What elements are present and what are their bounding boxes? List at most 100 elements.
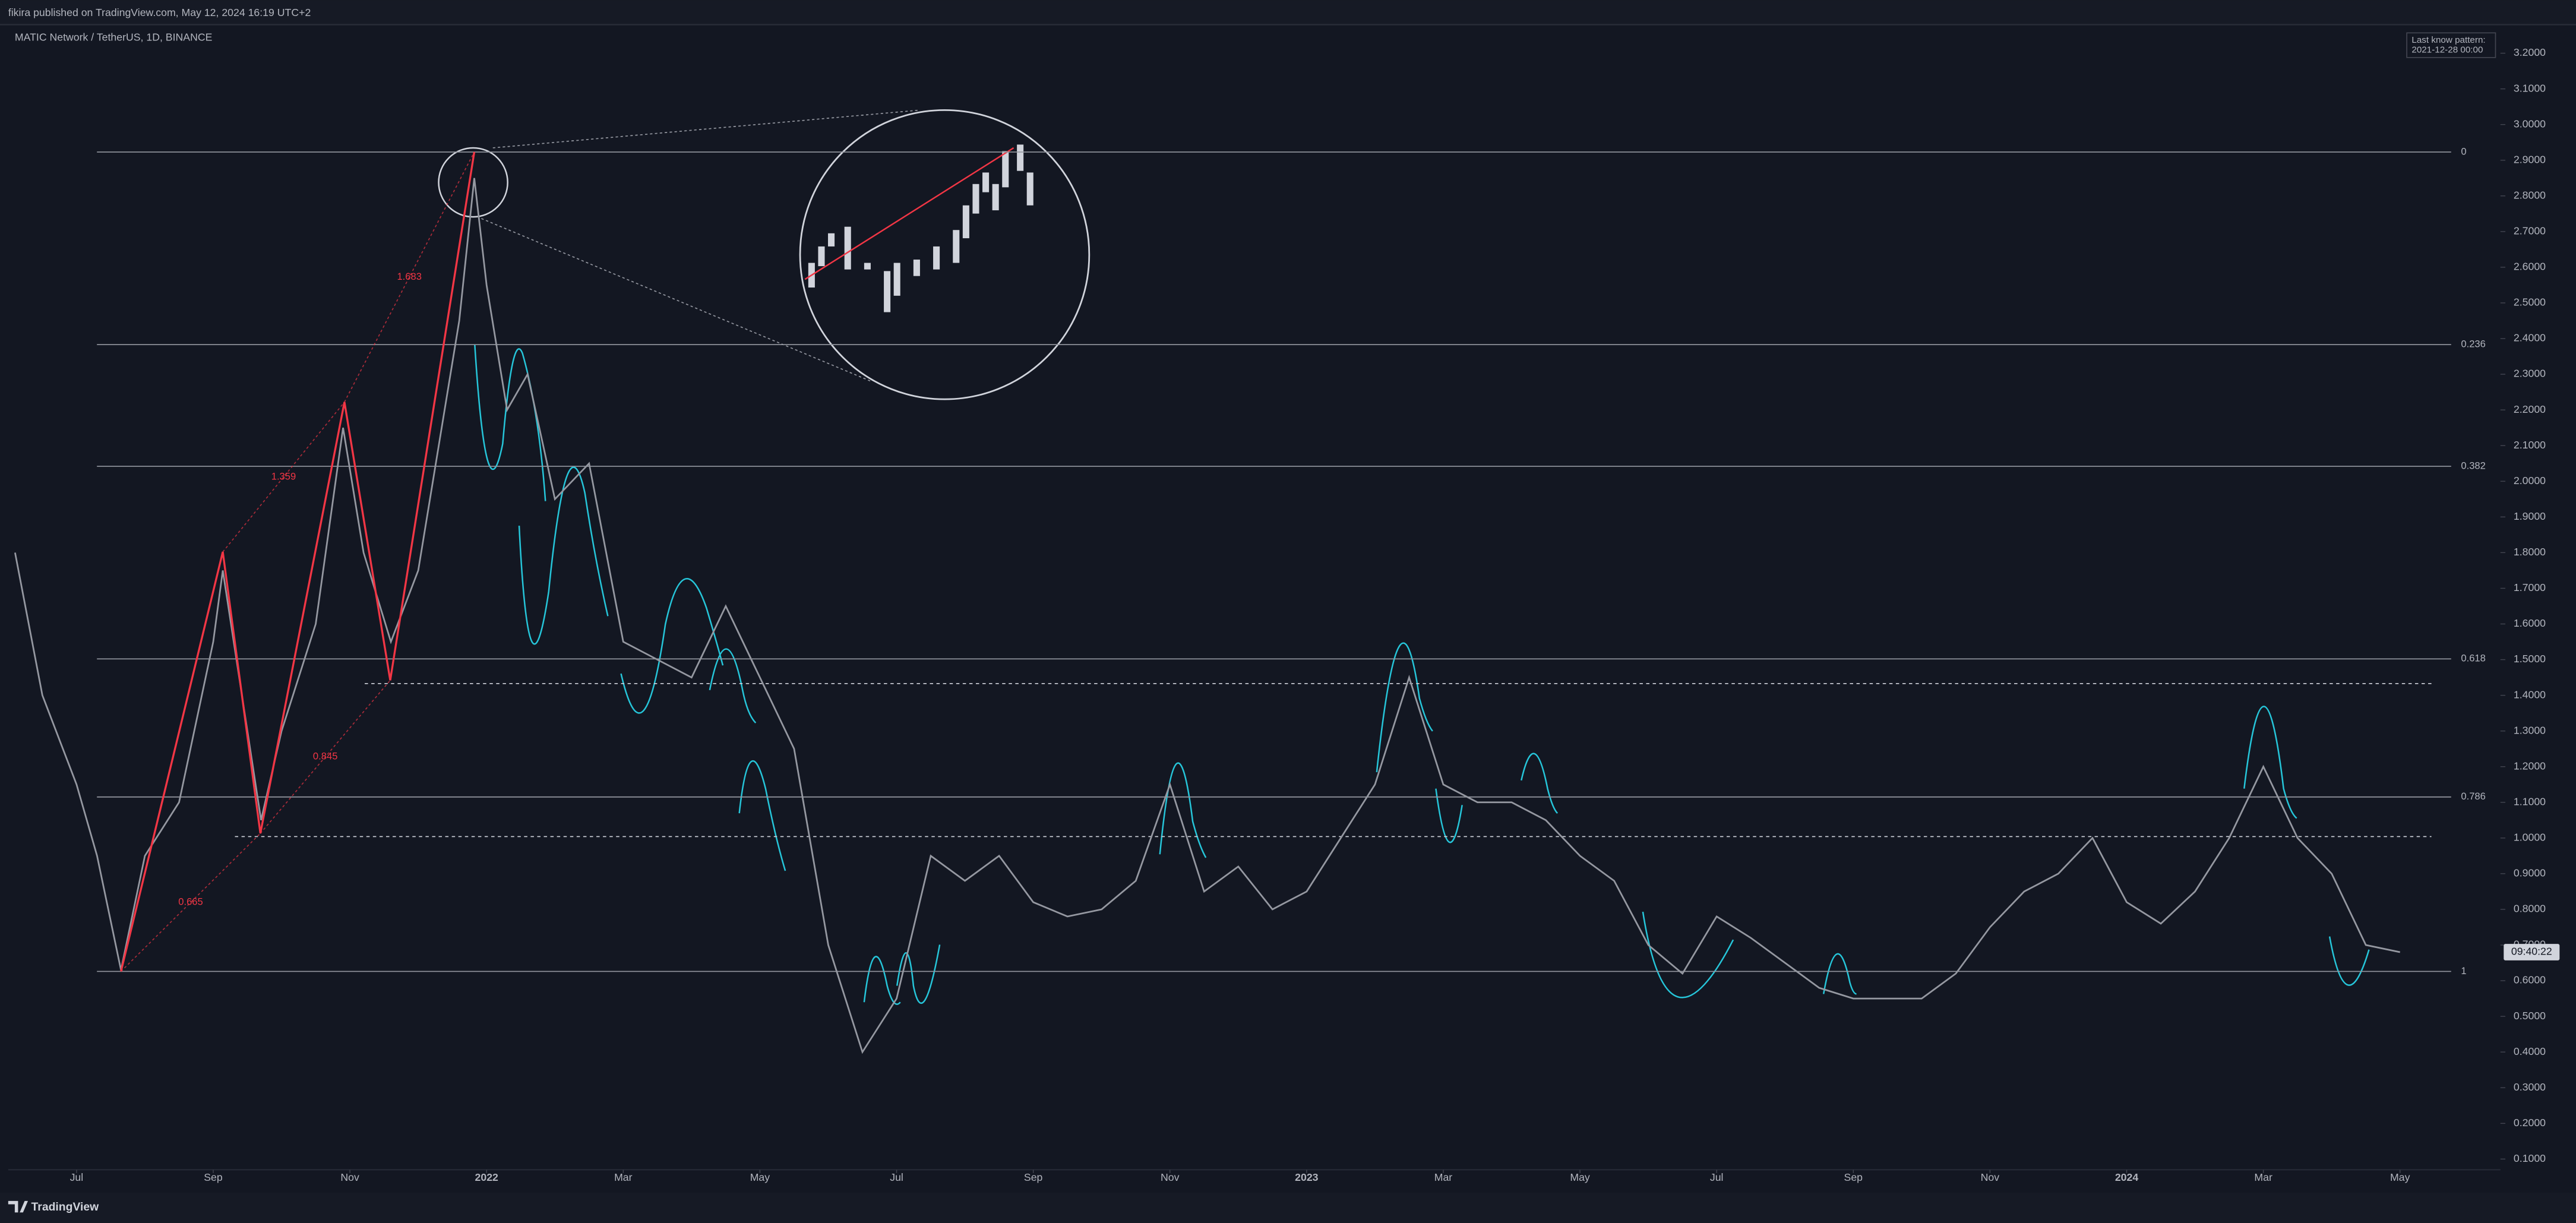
- arc: [1642, 911, 1734, 998]
- published-info: fikira published on TradingView.com, May…: [8, 7, 311, 18]
- arc: [2243, 706, 2297, 819]
- countdown-box: [2504, 944, 2560, 960]
- arc: [1435, 788, 1463, 843]
- note-date: 2021-12-28 00:00: [2411, 45, 2483, 55]
- zoom-candle: [1026, 172, 1033, 206]
- arc: [738, 760, 786, 871]
- brand-logo: [8, 1200, 29, 1213]
- x-tick-label: Sep: [204, 1171, 223, 1183]
- y-tick-label: 0.8000: [2514, 903, 2546, 915]
- pattern-ratio-line: [121, 833, 261, 972]
- x-tick-label: Jul: [70, 1171, 84, 1183]
- y-tick-label: 0.4000: [2514, 1045, 2546, 1057]
- zoom-candle: [828, 233, 835, 247]
- pattern-zigzag: [120, 151, 476, 972]
- zoom-candle: [1002, 151, 1009, 188]
- x-tick-label: May: [1570, 1171, 1590, 1183]
- x-tick-label: Sep: [1844, 1171, 1863, 1183]
- chart-title: MATIC Network / TetherUS, 1D, BINANCE: [15, 31, 213, 43]
- y-tick-label: 2.8000: [2514, 189, 2546, 201]
- zoom-candle: [844, 226, 851, 270]
- y-tick-label: 2.5000: [2514, 296, 2546, 308]
- y-tick-label: 2.9000: [2514, 153, 2546, 165]
- pattern-ratio-label: 1.683: [397, 271, 422, 282]
- arc: [1159, 762, 1207, 858]
- top-bar: [0, 0, 2576, 25]
- y-tick-label: 0.9000: [2514, 867, 2546, 879]
- x-tick-label: Mar: [1434, 1171, 1453, 1183]
- zoom-candle: [1017, 144, 1024, 171]
- arc: [2328, 936, 2370, 986]
- y-tick-label: 2.3000: [2514, 368, 2546, 380]
- y-tick-label: 3.1000: [2514, 82, 2546, 94]
- zoom-candle: [884, 271, 891, 312]
- x-tick-label: Mar: [2254, 1171, 2272, 1183]
- arc: [1822, 953, 1857, 995]
- pattern-ratio-line: [260, 680, 391, 834]
- zoom-candle: [962, 205, 969, 239]
- x-tick-label: Mar: [614, 1171, 633, 1183]
- x-tick-label: 2022: [475, 1171, 499, 1183]
- x-tick-label: May: [750, 1171, 770, 1183]
- zoom-candle: [982, 172, 990, 192]
- fib-label: 0.786: [2461, 791, 2486, 802]
- note-box: [2406, 32, 2496, 58]
- x-tick-label: Jul: [1710, 1171, 1724, 1183]
- countdown-label: 09:40:22: [2511, 946, 2552, 957]
- x-tick-label: Nov: [1981, 1171, 2000, 1183]
- y-tick-label: 1.4000: [2514, 688, 2546, 700]
- arc: [1376, 642, 1433, 773]
- zoom-candle: [972, 184, 979, 214]
- zoom-candle: [933, 246, 940, 270]
- y-tick-label: 0.5000: [2514, 1010, 2546, 1022]
- y-tick-label: 2.4000: [2514, 332, 2546, 344]
- brand-name: TradingView: [31, 1200, 100, 1213]
- y-tick-label: 2.7000: [2514, 225, 2546, 237]
- zoom-candle: [913, 260, 920, 276]
- y-tick-label: 2.1000: [2514, 439, 2546, 451]
- x-tick-label: May: [2390, 1171, 2410, 1183]
- zoom-candle: [893, 263, 900, 296]
- x-tick-label: Jul: [890, 1171, 903, 1183]
- zoom-connector: [481, 218, 871, 382]
- fib-label: 0.382: [2461, 460, 2486, 471]
- x-tick-label: 2024: [2115, 1171, 2139, 1183]
- price-line: [14, 178, 2400, 1054]
- zoom-circle: [799, 109, 1091, 400]
- fib-label: 0.618: [2461, 653, 2486, 664]
- y-tick-label: 2.0000: [2514, 475, 2546, 486]
- fib-label: 1: [2461, 965, 2466, 976]
- zoom-candle: [818, 246, 825, 267]
- zoom-source-circle: [438, 147, 508, 218]
- zoom-candle: [953, 230, 960, 263]
- arc: [896, 944, 941, 1004]
- y-tick-label: 1.3000: [2514, 724, 2546, 736]
- x-tick-label: Nov: [340, 1171, 359, 1183]
- x-tick-label: 2023: [1295, 1171, 1319, 1183]
- zoom-candle: [992, 184, 999, 211]
- fib-label: 0.236: [2461, 339, 2486, 350]
- y-tick-label: 1.6000: [2514, 617, 2546, 629]
- zoom-pattern-line: [804, 147, 1014, 280]
- arc: [518, 466, 609, 645]
- note-title: Last know pattern:: [2411, 35, 2485, 45]
- y-tick-label: 3.0000: [2514, 118, 2546, 129]
- y-tick-label: 1.0000: [2514, 831, 2546, 843]
- y-tick-label: 2.2000: [2514, 403, 2546, 415]
- arc: [620, 578, 724, 714]
- y-tick-label: 1.9000: [2514, 510, 2546, 522]
- y-tick-label: 3.2000: [2514, 46, 2546, 58]
- x-tick-label: Sep: [1024, 1171, 1043, 1183]
- arc: [1521, 753, 1559, 814]
- zoom-candle: [864, 263, 871, 270]
- y-tick-label: 1.5000: [2514, 653, 2546, 665]
- y-tick-label: 2.6000: [2514, 261, 2546, 273]
- pattern-ratio-label: 0.845: [313, 751, 338, 762]
- y-tick-label: 1.8000: [2514, 546, 2546, 558]
- fib-label: 0: [2461, 146, 2466, 157]
- pattern-ratio-label: 0.665: [178, 896, 203, 908]
- y-tick-label: 0.1000: [2514, 1152, 2546, 1164]
- y-tick-label: 0.3000: [2514, 1081, 2546, 1093]
